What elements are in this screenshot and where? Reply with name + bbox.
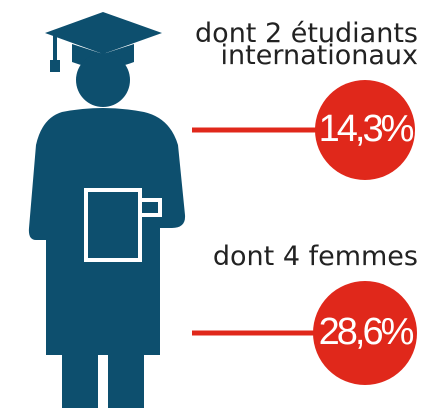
right-leg xyxy=(108,350,144,408)
tassel xyxy=(50,60,60,72)
book-hand xyxy=(140,198,162,217)
label-line: internationaux xyxy=(221,40,418,71)
book-cover xyxy=(84,188,142,262)
percent-circle xyxy=(315,80,415,180)
left-leg xyxy=(62,350,98,408)
percent-value: 28,6% xyxy=(319,311,414,353)
label-line: dont 4 femmes xyxy=(213,241,418,272)
percent-circle xyxy=(313,281,417,385)
head xyxy=(76,53,130,107)
book xyxy=(84,188,162,262)
label-line: dont 2 étudiants xyxy=(195,18,418,49)
cap-board xyxy=(45,12,162,54)
tassel-cord xyxy=(53,34,57,64)
percent-value: 14,3% xyxy=(319,108,414,150)
